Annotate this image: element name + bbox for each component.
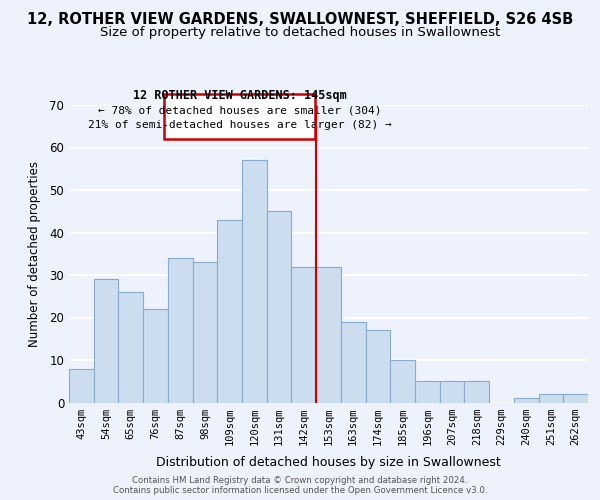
Bar: [143, 309, 168, 402]
Text: ← 78% of detached houses are smaller (304): ← 78% of detached houses are smaller (30…: [98, 106, 381, 116]
Bar: [242, 160, 267, 402]
Bar: [464, 381, 489, 402]
Bar: [118, 292, 143, 403]
Bar: [415, 381, 440, 402]
Bar: [365, 330, 390, 402]
Y-axis label: Number of detached properties: Number of detached properties: [28, 161, 41, 347]
Bar: [514, 398, 539, 402]
Text: 21% of semi-detached houses are larger (82) →: 21% of semi-detached houses are larger (…: [88, 120, 391, 130]
Bar: [94, 279, 118, 402]
X-axis label: Distribution of detached houses by size in Swallownest: Distribution of detached houses by size …: [156, 456, 501, 469]
Bar: [440, 381, 464, 402]
Bar: [292, 266, 316, 402]
Bar: [390, 360, 415, 403]
Bar: [267, 211, 292, 402]
FancyBboxPatch shape: [164, 94, 315, 139]
Bar: [341, 322, 365, 402]
Bar: [316, 266, 341, 402]
Bar: [69, 368, 94, 402]
Bar: [168, 258, 193, 402]
Text: 12, ROTHER VIEW GARDENS, SWALLOWNEST, SHEFFIELD, S26 4SB: 12, ROTHER VIEW GARDENS, SWALLOWNEST, SH…: [27, 12, 573, 28]
Bar: [539, 394, 563, 402]
Text: 12 ROTHER VIEW GARDENS: 145sqm: 12 ROTHER VIEW GARDENS: 145sqm: [133, 88, 346, 102]
Bar: [217, 220, 242, 402]
Text: Size of property relative to detached houses in Swallownest: Size of property relative to detached ho…: [100, 26, 500, 39]
Text: Contains public sector information licensed under the Open Government Licence v3: Contains public sector information licen…: [113, 486, 487, 495]
Bar: [563, 394, 588, 402]
Bar: [193, 262, 217, 402]
Text: Contains HM Land Registry data © Crown copyright and database right 2024.: Contains HM Land Registry data © Crown c…: [132, 476, 468, 485]
